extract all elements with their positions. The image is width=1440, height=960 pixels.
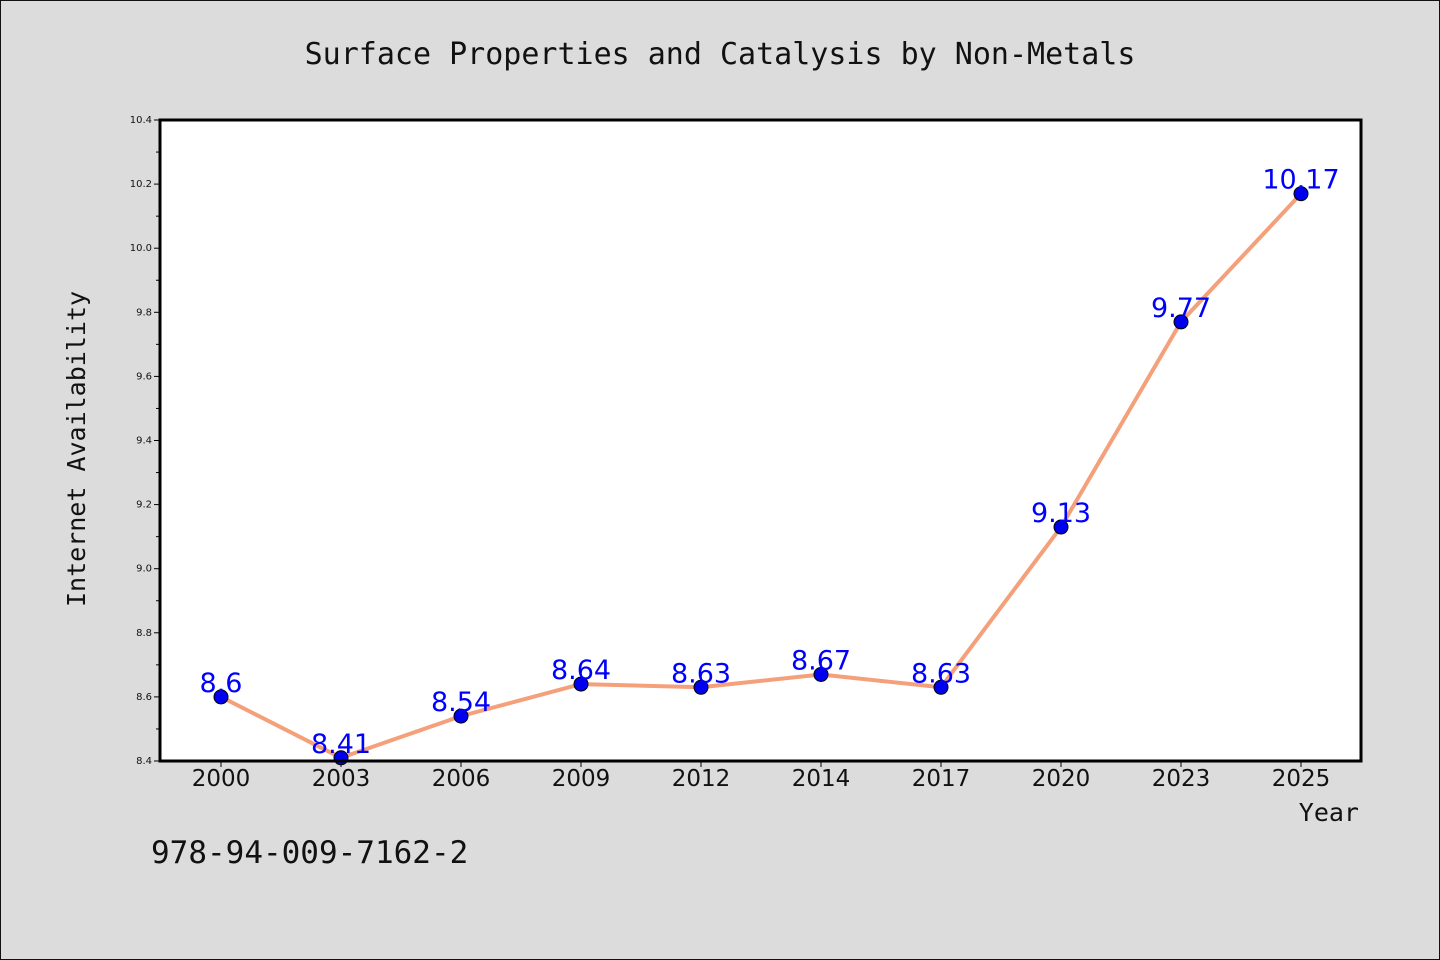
- x-tick-label: 2017: [912, 766, 971, 792]
- x-tick-label: 2025: [1272, 766, 1331, 792]
- x-tick-label: 2006: [432, 766, 491, 792]
- data-label: 8.63: [911, 658, 971, 689]
- data-point: [813, 666, 829, 682]
- y-tick-label: 9.2: [136, 500, 152, 511]
- data-label: 8.54: [431, 687, 491, 718]
- data-point: [1053, 519, 1069, 535]
- x-tick-label: 2020: [1032, 766, 1091, 792]
- x-tick-label: 2009: [552, 766, 611, 792]
- y-tick-label: 8.8: [136, 628, 152, 639]
- data-label: 8.67: [791, 645, 851, 676]
- plot-area: [160, 120, 1361, 761]
- data-point: [1293, 186, 1309, 202]
- data-point: [1173, 314, 1189, 330]
- data-labels: 8.6 8.41 8.54 8.64 8.63 8.67 8.63 9.13 9.77 10.17: [200, 165, 1340, 760]
- y-tick-label: 9.6: [136, 371, 152, 382]
- plot-frame: [158, 118, 1363, 763]
- data-label: 10.17: [1262, 165, 1339, 196]
- data-point: [573, 676, 589, 692]
- y-tick-label: 8.4: [136, 756, 152, 767]
- data-label: 8.41: [311, 729, 371, 760]
- y-tick-label: 8.6: [136, 692, 152, 703]
- y-tick-label: 9.8: [136, 307, 152, 318]
- data-point: [933, 679, 949, 695]
- y-axis-label: Internet Availability: [62, 291, 91, 607]
- data-point: [453, 708, 469, 724]
- x-tick-label: 2012: [672, 766, 731, 792]
- data-label: 8.64: [551, 655, 611, 686]
- x-tick-label: 2014: [792, 766, 851, 792]
- y-tick-label: 9.0: [136, 564, 152, 575]
- data-label: 9.77: [1151, 293, 1211, 324]
- x-tick-label: 2023: [1152, 766, 1211, 792]
- y-axis: 8.4 8.6 8.8 9.0 9.2 9.4 9.6 9.8 10.0 10.2 10.4: [130, 115, 160, 767]
- x-axis-label: Year: [1299, 798, 1359, 827]
- series-markers: [213, 186, 1309, 766]
- data-label: 9.13: [1031, 498, 1091, 529]
- y-tick-label: 10.4: [130, 115, 152, 126]
- series-line: [219, 191, 1303, 760]
- chart-title: Surface Properties and Catalysis by Non-…: [305, 37, 1136, 72]
- y-tick-label: 10.0: [130, 243, 152, 254]
- data-label: 8.63: [671, 658, 731, 689]
- y-tick-label: 9.4: [136, 436, 152, 447]
- data-point: [693, 679, 709, 695]
- x-tick-label: 2003: [312, 766, 371, 792]
- x-tick-label: 2000: [192, 766, 251, 792]
- x-axis: 2000 2003 2006 2009 2012 2014 2017 2020 2023 2025: [192, 761, 1331, 792]
- isbn-annotation: 978-94-009-7162-2: [151, 835, 469, 871]
- data-point: [213, 689, 229, 705]
- y-tick-label: 10.2: [130, 179, 152, 190]
- data-label: 8.6: [200, 668, 243, 699]
